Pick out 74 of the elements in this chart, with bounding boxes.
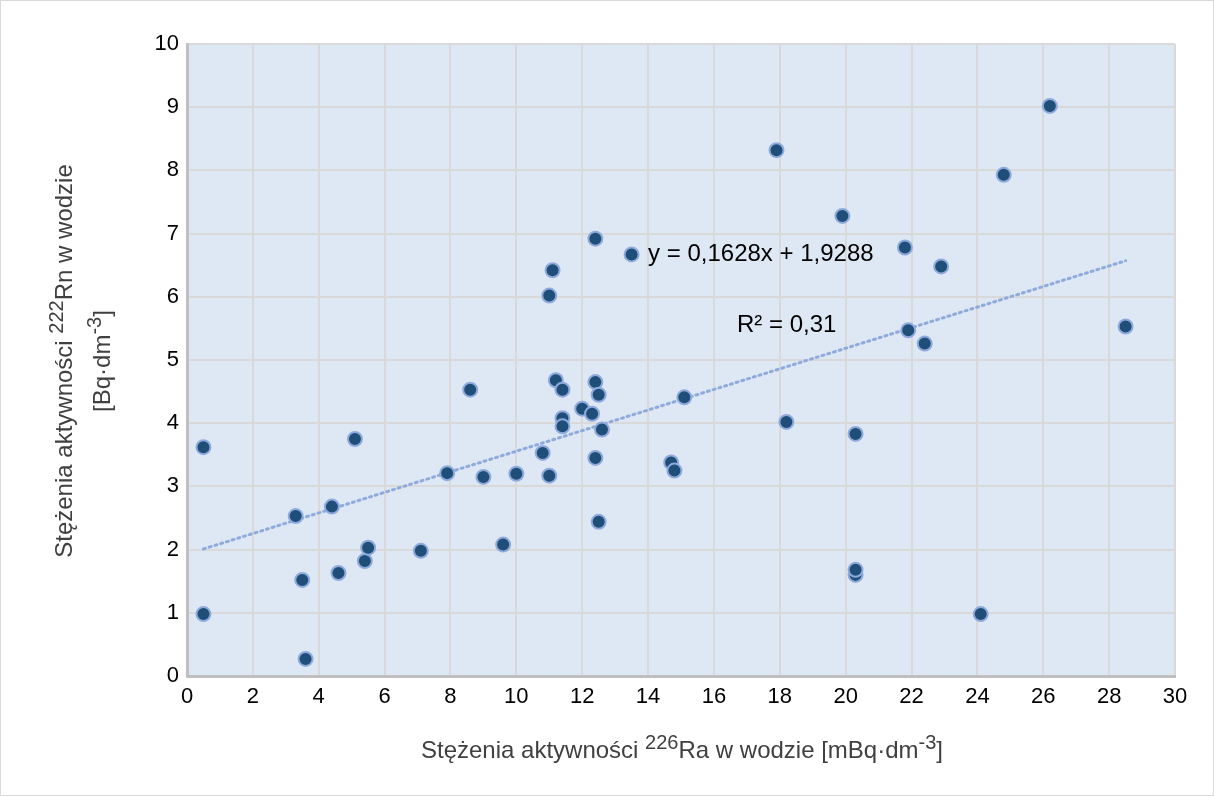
y-tick-label: 5 (166, 346, 179, 372)
point (933, 258, 950, 275)
point (593, 421, 610, 438)
point (916, 335, 933, 352)
point (330, 564, 347, 581)
y-tick-label: 9 (166, 93, 179, 119)
x-tick-label: 16 (701, 683, 727, 709)
x-tick-label: 26 (1031, 683, 1056, 709)
point (587, 449, 604, 466)
y-tick-label: 3 (166, 472, 179, 498)
point (584, 405, 601, 422)
x-tick-label: 14 (635, 683, 661, 709)
point (356, 552, 373, 569)
y-tick-label: 4 (166, 409, 179, 435)
point (287, 508, 304, 525)
x-tick-label: 30 (1162, 683, 1188, 709)
x-tick-label: 6 (378, 683, 391, 709)
point (623, 246, 640, 263)
y-tick-label: 0 (166, 662, 179, 688)
point (900, 322, 917, 339)
x-tick-label: 4 (312, 683, 325, 709)
x-axis-title: Stężenia aktywności $^{226}$Ra w wodzie [mBq·dm$^{-3}$] (420, 731, 944, 764)
point (778, 413, 795, 430)
x-tick-label: 10 (504, 683, 529, 709)
point (541, 287, 558, 304)
point (768, 142, 785, 159)
point (587, 374, 604, 391)
point (834, 207, 851, 224)
y-tick-label: 8 (166, 156, 179, 182)
point (439, 465, 456, 482)
x-tick-label: 2 (246, 683, 259, 709)
point (541, 467, 558, 484)
point (462, 381, 479, 398)
x-tick-label: 12 (569, 683, 595, 709)
x-tick-label: 20 (833, 683, 858, 709)
point (847, 561, 864, 578)
point (544, 262, 561, 279)
point (294, 571, 311, 588)
y-tick-label: 1 (166, 598, 179, 624)
point (1117, 318, 1134, 335)
y-tick-label: 2 (166, 535, 179, 561)
point (346, 431, 363, 447)
point (495, 536, 512, 553)
x-tick-label: 24 (965, 683, 990, 709)
point (896, 239, 913, 256)
point (412, 542, 429, 559)
point (360, 539, 377, 556)
point (534, 444, 551, 461)
x-tick-label: 28 (1096, 683, 1122, 709)
y-tick-label: 6 (166, 282, 179, 308)
point (847, 425, 864, 442)
point (587, 230, 604, 247)
point (554, 418, 571, 435)
x-tick-label: 18 (767, 683, 793, 709)
point (590, 386, 607, 403)
annotation: y = 0,1628x + 1,9288 (648, 239, 874, 267)
point (1041, 97, 1058, 114)
y-tick-label: 7 (166, 219, 179, 245)
point (554, 381, 571, 398)
point (195, 439, 212, 456)
point (676, 389, 693, 406)
x-tick-label: 8 (444, 683, 457, 709)
annotation: R² = 0,31 (736, 309, 837, 337)
point (195, 606, 212, 623)
point (475, 468, 492, 485)
point (972, 606, 989, 623)
point (666, 462, 683, 479)
point (297, 650, 314, 667)
x-tick-label: 22 (899, 683, 924, 709)
y-tick-label: 10 (154, 30, 179, 56)
point (508, 465, 525, 482)
point (995, 166, 1012, 183)
point (590, 513, 607, 530)
point (323, 498, 340, 515)
